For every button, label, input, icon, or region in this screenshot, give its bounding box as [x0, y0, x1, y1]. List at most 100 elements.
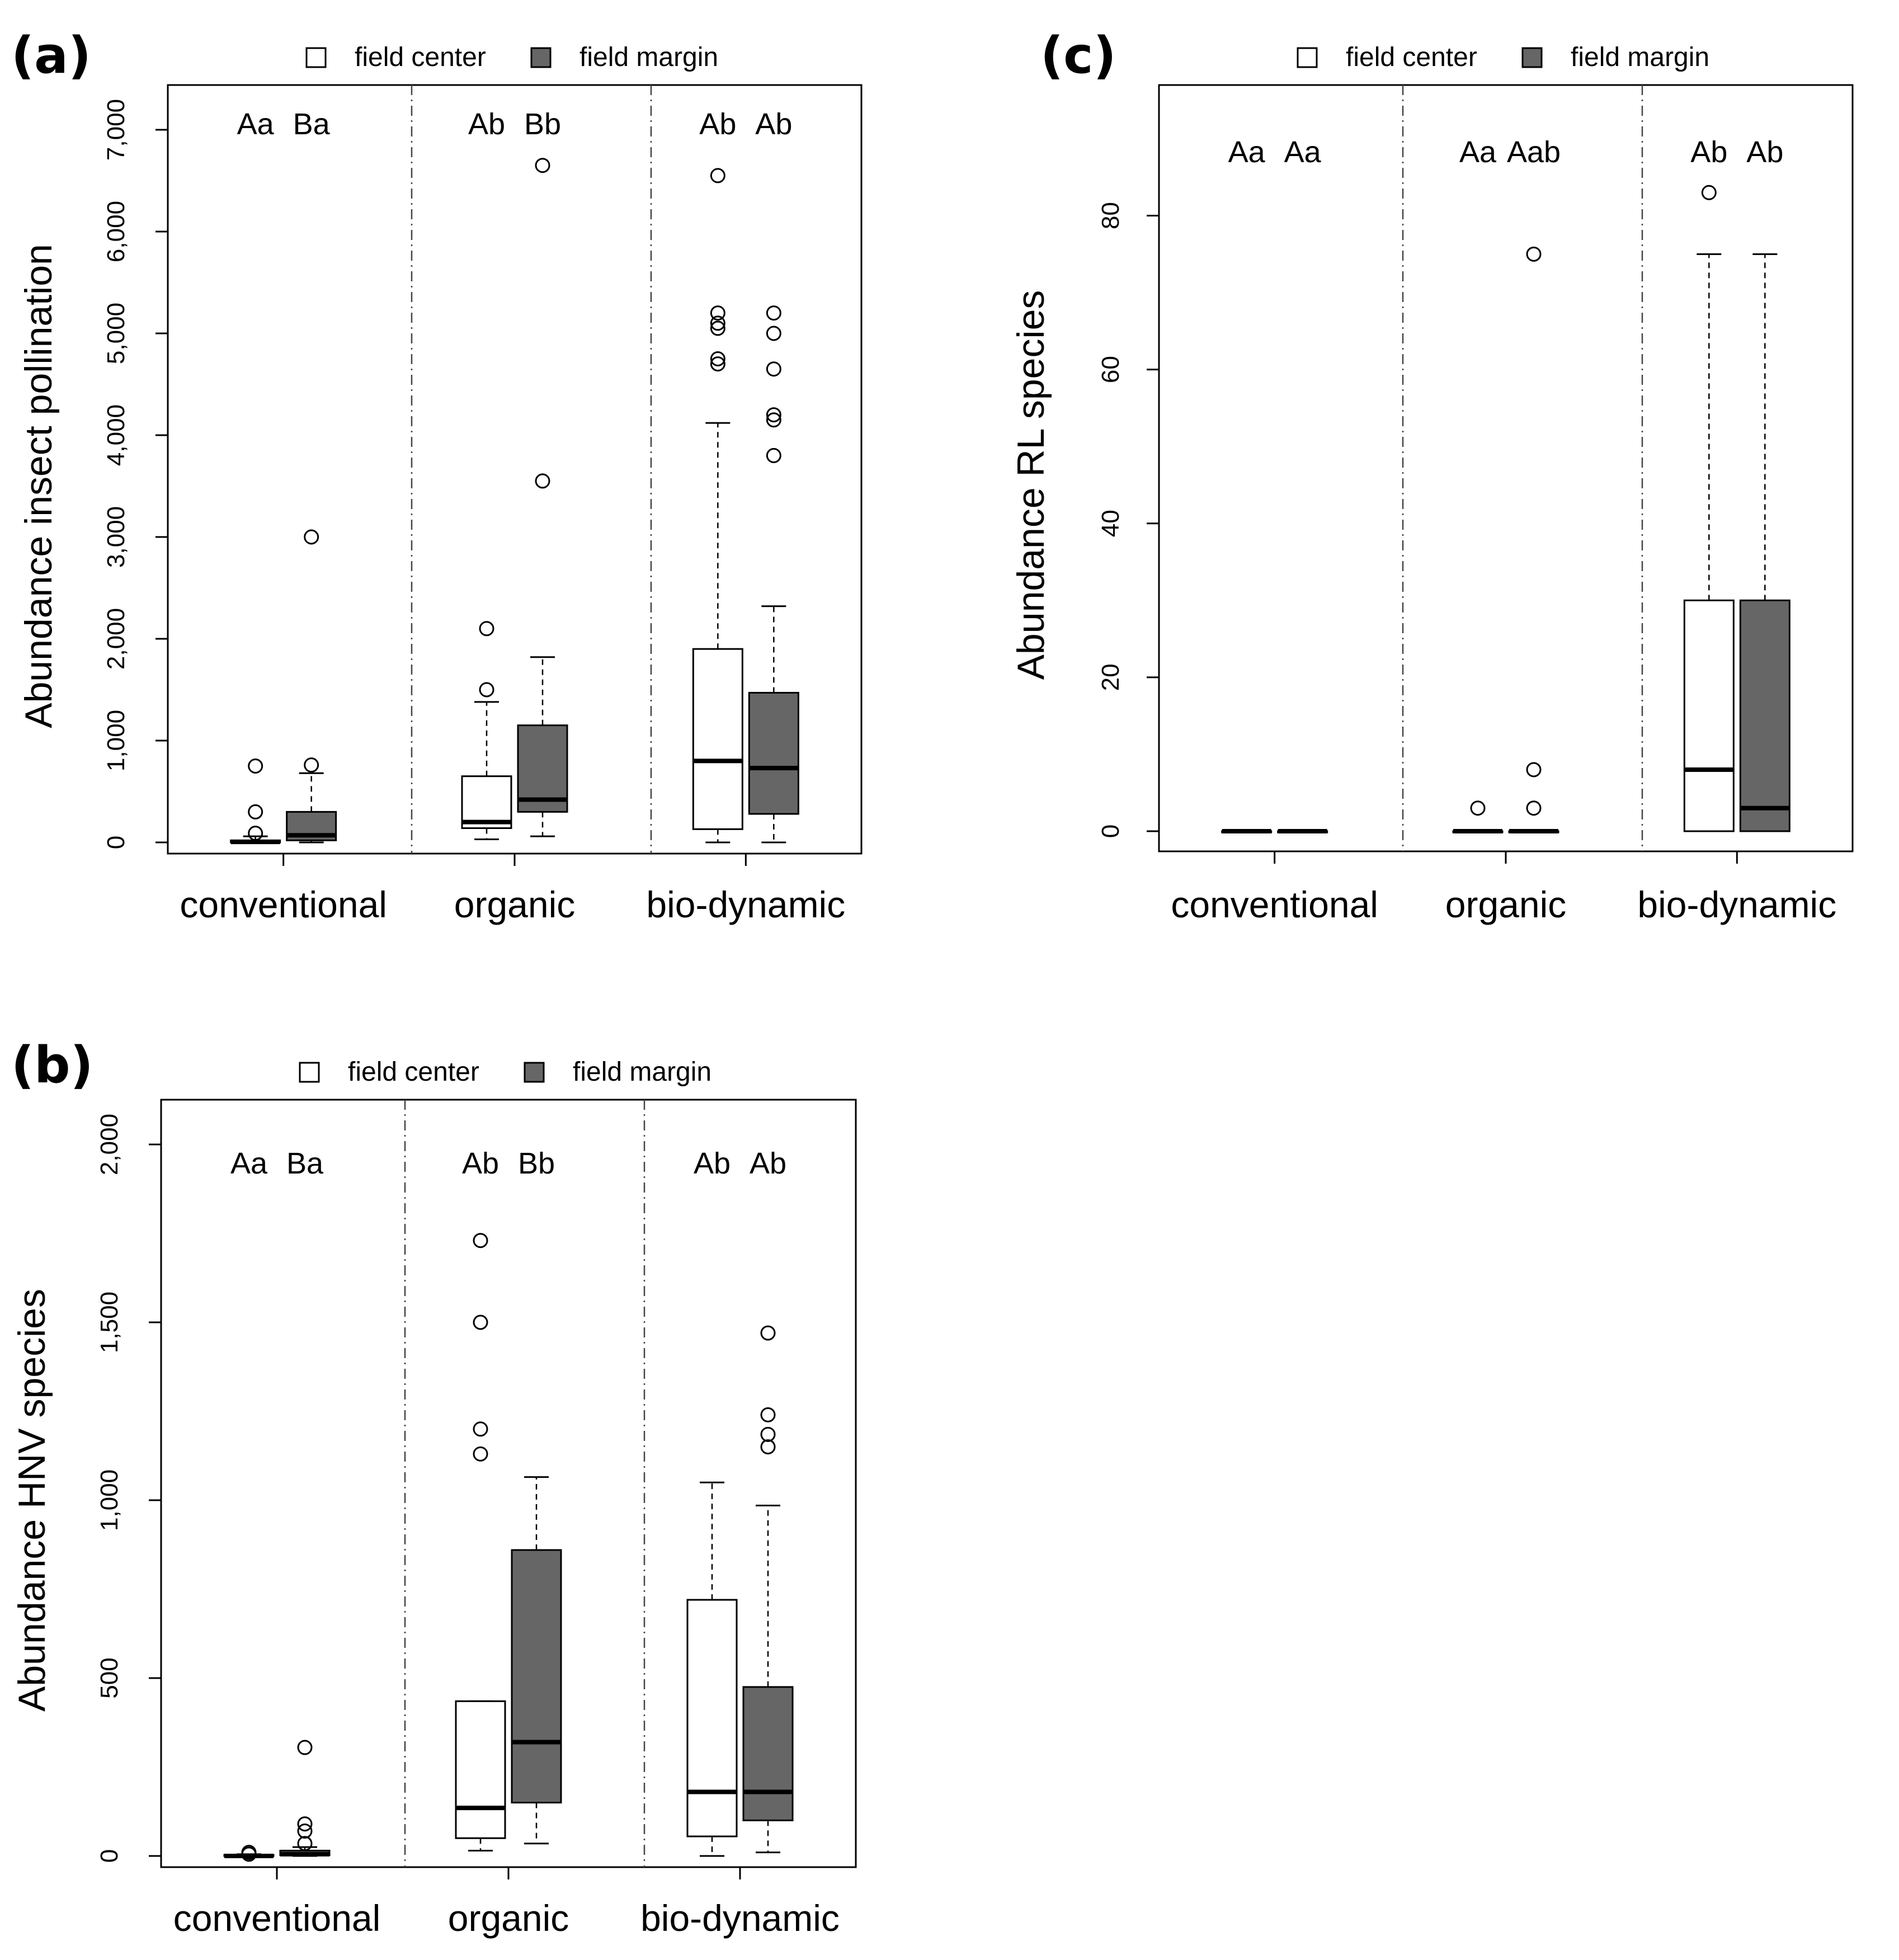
box-margin	[748, 305, 799, 844]
box-center	[461, 621, 512, 841]
outlier-point	[766, 412, 781, 428]
y-tick-label: 20	[1097, 663, 1124, 691]
legend-swatch-center	[1297, 47, 1318, 68]
significance-label: Ba	[293, 107, 331, 141]
y-axis-title: Abundance RL species	[1010, 290, 1052, 680]
legend-label-margin: field margin	[1571, 43, 1709, 72]
legend-swatch-margin	[1521, 47, 1543, 68]
x-category-label: conventional	[1171, 884, 1378, 925]
outlier-point	[304, 529, 319, 545]
significance-label: Ab	[462, 1147, 499, 1180]
box-iqr	[461, 775, 512, 830]
legend-swatch-margin	[530, 47, 552, 68]
box-iqr	[686, 1599, 738, 1838]
y-tick-label: 2,000	[96, 1114, 123, 1175]
box-margin	[742, 1325, 794, 1854]
y-tick-label: 5,000	[102, 303, 130, 364]
significance-label: Ab	[1746, 135, 1783, 169]
panel-c: (c) field center field margin Abundance RL …	[1010, 26, 1854, 925]
box-iqr	[748, 691, 799, 815]
significance-label: Ab	[750, 1147, 786, 1180]
outlier-point	[760, 1407, 776, 1422]
x-category-label: organic	[448, 1897, 569, 1939]
box-margin	[1277, 829, 1328, 833]
outlier-point	[766, 407, 781, 423]
legend-swatch-center	[299, 1062, 320, 1083]
outlier-point	[248, 804, 263, 819]
outlier-point	[535, 473, 550, 489]
box-iqr	[692, 648, 743, 830]
y-tick-label: 1,000	[102, 710, 130, 771]
box-margin	[1508, 246, 1559, 833]
y-tick-label: 60	[1097, 356, 1124, 383]
outlier-point	[297, 1740, 313, 1755]
box-center	[1683, 185, 1735, 832]
legend-swatch-margin	[524, 1062, 545, 1083]
outlier-point	[1526, 800, 1542, 816]
box-center	[1221, 829, 1273, 833]
box-center	[223, 1845, 275, 1862]
outlier-point	[535, 158, 550, 173]
outlier-point	[766, 361, 781, 377]
outlier-point	[1526, 246, 1542, 262]
outlier-point	[297, 1816, 313, 1832]
outlier-point	[248, 758, 263, 774]
outlier-point	[710, 315, 725, 331]
significance-label: Ab	[755, 107, 792, 141]
outlier-point	[760, 1426, 776, 1442]
y-tick-label: 3,000	[102, 506, 130, 568]
y-tick-label: 1,500	[96, 1292, 123, 1353]
outlier-point	[766, 447, 781, 463]
significance-label: Aa	[230, 1147, 268, 1180]
legend: field center field margin	[1297, 43, 1709, 72]
y-tick-label: 2,000	[102, 608, 130, 670]
y-tick-label: 1,000	[96, 1469, 123, 1531]
x-category-label: bio-dynamic	[640, 1897, 840, 1939]
box-margin	[517, 158, 568, 837]
significance-label: Aa	[1459, 135, 1497, 169]
box-center	[455, 1233, 506, 1851]
panel-letter: (c)	[1040, 26, 1116, 85]
outlier-point	[760, 1439, 776, 1455]
legend-label-center: field center	[348, 1057, 479, 1087]
significance-label: Ab	[468, 107, 505, 141]
box-iqr	[455, 1700, 506, 1839]
box-margin	[1739, 253, 1790, 832]
legend-label-center: field center	[1346, 43, 1477, 72]
outlier-point	[473, 1421, 488, 1437]
significance-label: Ba	[286, 1147, 324, 1180]
box-iqr	[511, 1549, 562, 1804]
box-iqr	[1683, 599, 1735, 832]
y-tick-label: 80	[1097, 202, 1124, 229]
outlier-point	[766, 326, 781, 341]
outlier-point	[297, 1836, 313, 1851]
box-center	[230, 758, 281, 845]
y-tick-label: 4,000	[102, 404, 130, 466]
outlier-point	[710, 168, 725, 183]
legend-swatch-center	[305, 47, 327, 68]
outlier-point	[1526, 762, 1542, 778]
panel-letter: (b)	[11, 1036, 93, 1095]
x-category-label: organic	[454, 884, 575, 925]
outlier-point	[710, 351, 725, 366]
box-margin	[511, 1476, 562, 1845]
outlier-point	[710, 356, 725, 372]
significance-label: Bb	[518, 1147, 555, 1180]
significance-label: Ab	[1690, 135, 1727, 169]
x-category-label: bio-dynamic	[1637, 884, 1836, 925]
outlier-point	[297, 1823, 313, 1839]
y-axis-title: Abundance insect pollination	[17, 244, 60, 728]
outlier-point	[473, 1314, 488, 1330]
outlier-point	[248, 826, 263, 841]
outlier-point	[304, 757, 319, 773]
panel-letter: (a)	[11, 26, 91, 85]
y-tick-label: 0	[96, 1849, 123, 1863]
significance-label: Aa	[1284, 135, 1322, 169]
outlier-point	[241, 1845, 257, 1860]
legend-label-margin: field margin	[573, 1057, 711, 1087]
x-category-label: conventional	[180, 884, 387, 925]
outlier-point	[1470, 800, 1486, 816]
x-category-label: bio-dynamic	[646, 884, 845, 925]
significance-label: Bb	[524, 107, 561, 141]
outlier-point	[473, 1233, 488, 1248]
